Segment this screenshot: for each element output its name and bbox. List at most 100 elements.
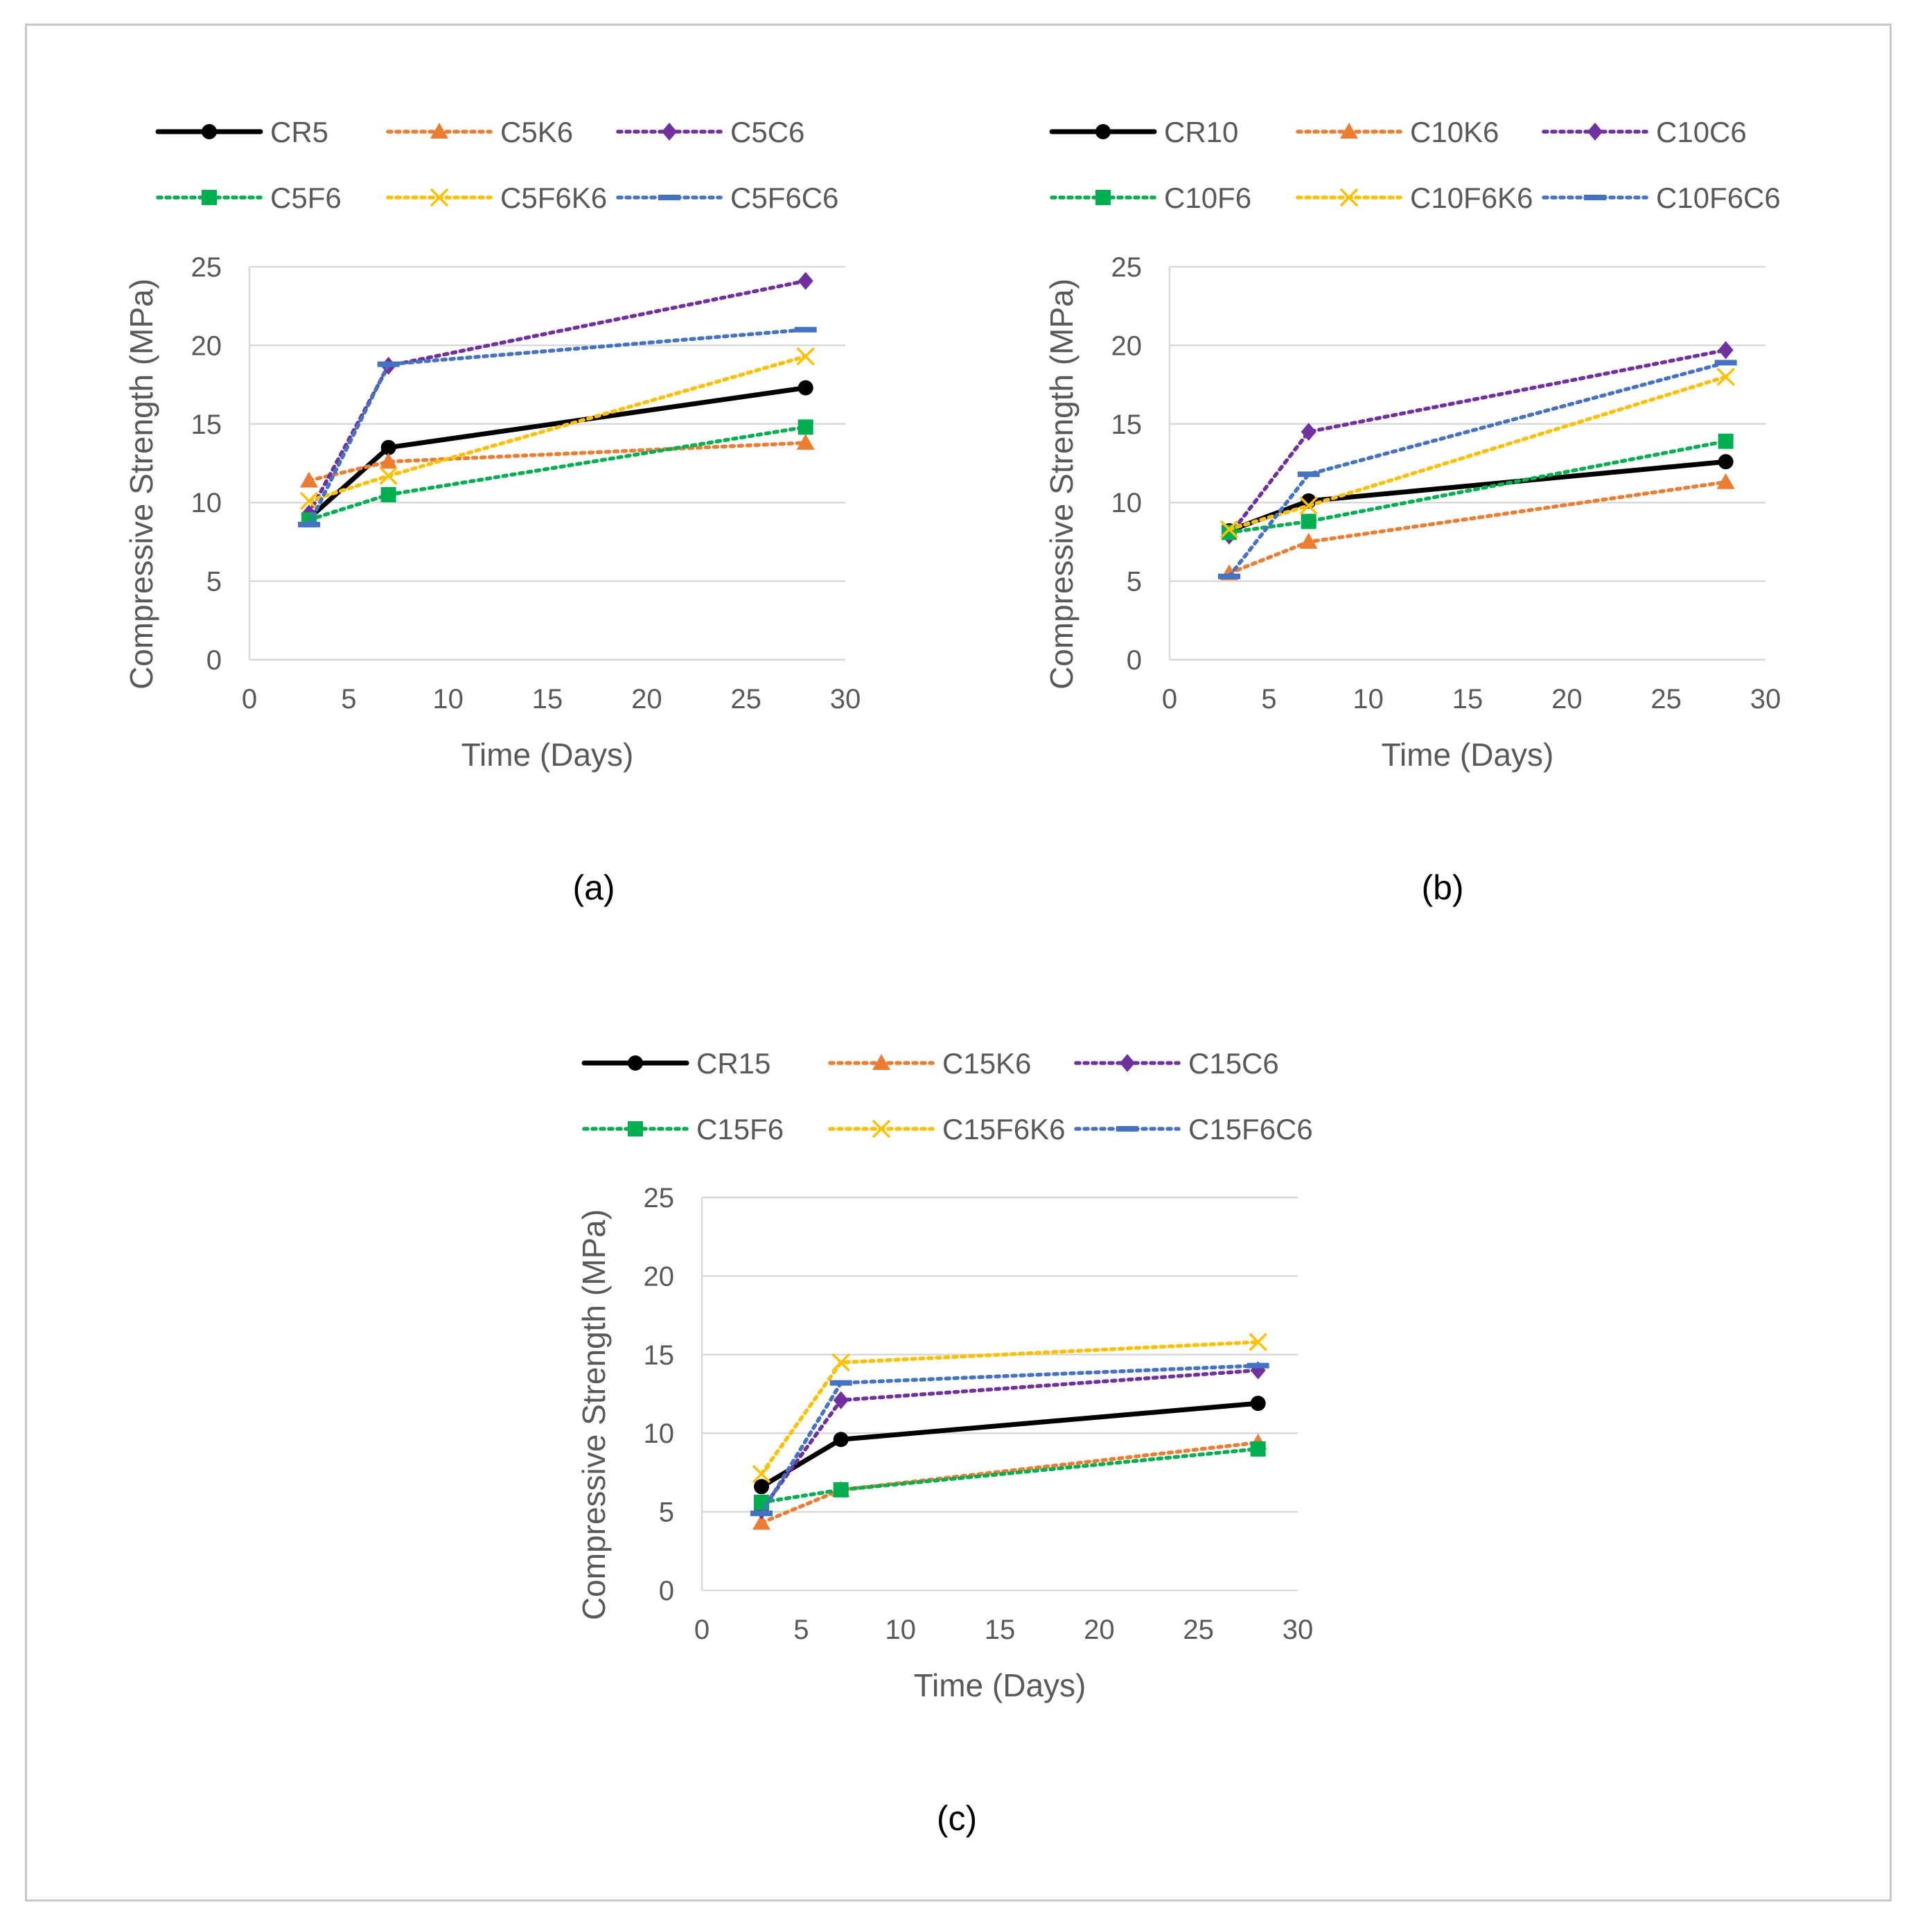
legend-label: CR15: [696, 1047, 770, 1080]
data-point-C15F6C6: [750, 1510, 773, 1516]
data-point-C10F6C6: [1297, 471, 1320, 477]
gridlines: [1170, 265, 1765, 661]
data-point-C10F6K6: [1716, 367, 1735, 386]
data-point-C5F6: [380, 486, 396, 502]
y-tick-label: 10: [644, 1419, 675, 1449]
legend-label: C10F6: [1164, 182, 1251, 214]
legend-label: C5F6K6: [500, 182, 607, 214]
data-point-C10F6C6: [1714, 360, 1737, 366]
y-tick-label: 15: [644, 1340, 675, 1371]
data-point-CR10: [1718, 454, 1734, 470]
legend-marker: [662, 123, 677, 141]
legend-marker: [658, 195, 680, 200]
x-tick-label: 25: [1183, 1615, 1214, 1645]
legend-label: C15K6: [942, 1047, 1031, 1080]
series-line-C15F6: [759, 1447, 1260, 1504]
legend-marker: [1339, 188, 1359, 207]
y-tick-label: 20: [1111, 331, 1143, 361]
legend: CR5 C5K6 C5C6 C5F6 C5F6K6 C5F6C6: [155, 116, 838, 214]
legend-marker: [430, 123, 448, 139]
x-tick-label: 5: [1261, 684, 1276, 714]
y-tick-labels: 0 5 10 15 20 25: [644, 1183, 675, 1606]
legend-marker: [1095, 190, 1111, 205]
series-group: [750, 1333, 1269, 1530]
y-tick-label: 0: [1127, 645, 1142, 676]
x-axis-label: Time (Days): [461, 737, 634, 773]
x-tick-label: 15: [1452, 684, 1483, 714]
legend-label: C5C6: [730, 116, 804, 148]
legend-label: C10F6C6: [1656, 182, 1781, 214]
data-point-C15F6: [1250, 1441, 1266, 1457]
y-tick-label: 10: [191, 488, 222, 518]
legend-marker: [1340, 123, 1358, 139]
legend-label: CR5: [270, 116, 328, 148]
x-tick-label: 5: [341, 684, 356, 714]
legend-item-C10C6: C10C6: [1542, 116, 1747, 148]
legend-item-C10F6: C10F6: [1050, 182, 1251, 214]
data-point-CR15: [1250, 1396, 1266, 1412]
legend-marker: [1095, 124, 1111, 139]
series-group: [298, 272, 817, 528]
y-tick-label: 15: [1111, 410, 1143, 440]
y-tick-label: 20: [644, 1261, 675, 1292]
legend-item-C10K6: C10K6: [1296, 116, 1499, 148]
legend-marker: [1116, 1126, 1138, 1132]
legend-label: C10K6: [1410, 116, 1499, 148]
data-point-C5K6: [300, 471, 318, 488]
legend-label: C15F6: [696, 1113, 784, 1145]
panel-label: (c): [937, 1799, 977, 1838]
legend-label: C5F6: [270, 182, 342, 214]
y-tick-labels: 0 5 10 15 20 25: [1111, 252, 1143, 676]
data-point-C15F6C6: [829, 1380, 852, 1386]
data-point-C10K6: [1299, 532, 1318, 549]
legend-marker: [628, 1121, 643, 1136]
data-point-C15F6K6: [831, 1353, 850, 1372]
legend-label: C5K6: [500, 116, 573, 148]
y-tick-label: 5: [659, 1498, 674, 1528]
data-point-C10F6K6: [1299, 496, 1318, 515]
data-point-C15C6: [833, 1391, 849, 1410]
x-tick-label: 15: [532, 684, 563, 714]
series-line-C5F6: [307, 425, 808, 522]
y-axis-label: Compressive Strength (MPa): [576, 1209, 612, 1620]
data-point-CR5: [798, 380, 813, 396]
data-point-C10K6: [1716, 473, 1735, 489]
x-tick-label: 20: [1551, 684, 1583, 714]
legend-item-C15F6K6: C15F6K6: [828, 1113, 1065, 1145]
legend-label: C15F6C6: [1188, 1113, 1313, 1145]
y-tick-labels: 0 5 10 15 20 25: [191, 252, 222, 676]
legend-item-C10F6C6: C10F6C6: [1542, 182, 1781, 214]
legend-marker: [1587, 123, 1603, 141]
chart-panel-c: 0 5 10 15 20 25 0 5 10 15 20 25 30 Time (Days) Comp…: [576, 1047, 1313, 1838]
legend-marker: [1120, 1054, 1135, 1072]
series-group: [1218, 341, 1737, 581]
x-axis-label: Time (Days): [1382, 737, 1554, 773]
legend-marker: [872, 1119, 891, 1139]
x-tick-labels: 0 5 10 15 20 25 30: [242, 684, 861, 714]
x-tick-label: 20: [1084, 1615, 1115, 1645]
legend-marker: [628, 1055, 643, 1071]
panel-label: (a): [572, 868, 615, 907]
legend-item-C15K6: C15K6: [828, 1047, 1031, 1080]
gridlines: [702, 1196, 1298, 1592]
legend-label: CR10: [1164, 116, 1238, 148]
legend-label: C5F6C6: [730, 182, 838, 214]
data-point-C10F6: [1301, 513, 1316, 529]
legend-label: C15C6: [1188, 1047, 1279, 1080]
x-tick-label: 20: [631, 684, 662, 714]
x-tick-label: 30: [1283, 1615, 1314, 1645]
data-point-CR15: [754, 1479, 769, 1495]
data-point-C5K6: [379, 453, 398, 469]
legend-item-C5F6K6: C5F6K6: [386, 182, 607, 214]
x-tick-label: 15: [985, 1615, 1016, 1645]
legend-marker: [202, 124, 217, 139]
legend-item-C5F6C6: C5F6C6: [616, 182, 838, 214]
x-tick-labels: 0 5 10 15 20 25 30: [1162, 684, 1781, 714]
legend: CR15 C15K6 C15C6 C15F6 C15F6K6 C15F6C6: [581, 1047, 1313, 1145]
legend-marker: [872, 1054, 890, 1070]
legend-marker: [430, 188, 449, 207]
data-point-CR15: [833, 1432, 849, 1448]
gridlines: [249, 265, 845, 661]
y-tick-label: 25: [191, 252, 222, 283]
